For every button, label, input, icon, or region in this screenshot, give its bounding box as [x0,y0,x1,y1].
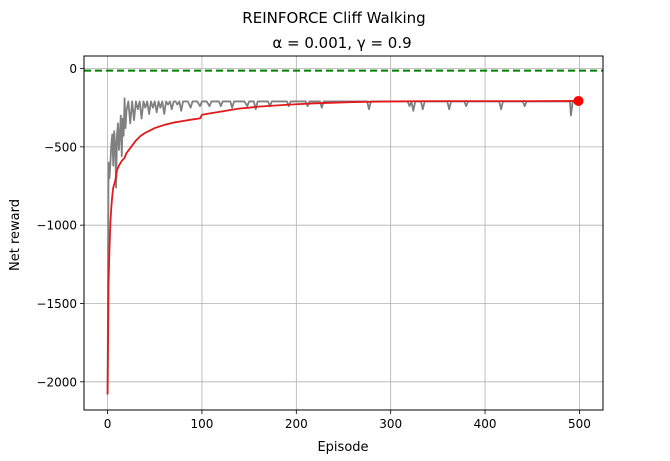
y-tick-label: −500 [44,140,77,154]
x-tick-label: 500 [568,417,591,431]
y-tick-label: −1500 [36,297,77,311]
x-tick-label: 300 [379,417,402,431]
plot-frame [83,55,604,411]
series-line-episode [106,97,579,395]
x-tick-label: 100 [191,417,214,431]
x-tick-label: 200 [285,417,308,431]
chart-subtitle: α = 0.001, γ = 0.9 [272,34,411,52]
chart-title: REINFORCE Cliff Walking [242,9,425,27]
marker-layer [573,95,584,106]
series-layer [106,97,579,395]
x-tick-label: 0 [104,417,112,431]
y-tick-label: −1000 [36,219,77,233]
y-axis-label: Net reward [8,199,23,271]
x-axis-ticks: 0 100 200 300 400 500 [104,410,591,431]
grid [84,56,603,410]
y-tick-label: −2000 [36,375,77,389]
final-point-marker [573,95,584,106]
x-tick-label: 400 [474,417,497,431]
y-axis-ticks: 0 −500 −1000 −1500 −2000 [36,62,84,389]
series-line-running-average [106,100,579,395]
y-tick-label: 0 [69,62,77,76]
x-axis-label: Episode [317,440,368,455]
